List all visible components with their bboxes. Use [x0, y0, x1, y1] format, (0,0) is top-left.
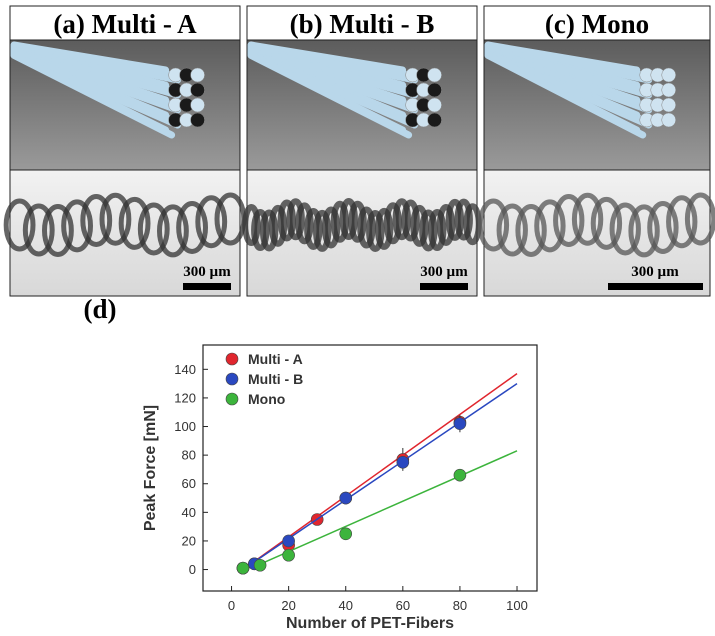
fiber-end: [191, 113, 205, 127]
x-tick-label: 20: [281, 598, 295, 613]
scale-label: 300 µm: [183, 264, 231, 280]
fiber-end: [662, 68, 676, 82]
data-point: [283, 549, 295, 561]
data-point: [237, 562, 249, 574]
legend-label: Multi - B: [248, 371, 303, 387]
y-tick-label: 140: [174, 362, 196, 377]
data-point: [254, 559, 266, 571]
x-tick-label: 80: [453, 598, 467, 613]
fiber-end: [662, 98, 676, 112]
data-point: [454, 418, 466, 430]
y-tick-label: 120: [174, 390, 196, 405]
y-tick-label: 20: [182, 533, 196, 548]
panel-title: (a) Multi - A: [53, 9, 197, 39]
legend-label: Multi - A: [248, 351, 303, 367]
fiber-end: [428, 83, 442, 97]
scale-label: 300 µm: [631, 264, 679, 280]
y-tick-label: 80: [182, 448, 196, 463]
figure: (a) Multi - A 300 µm (b) Multi - B 300 µm (c…: [0, 0, 715, 636]
y-tick-label: 0: [189, 562, 196, 577]
legend-label: Mono: [248, 391, 285, 407]
x-tick-label: 0: [228, 598, 235, 613]
scale-bar: [183, 283, 231, 290]
x-tick-label: 100: [506, 598, 528, 613]
x-tick-label: 60: [396, 598, 410, 613]
data-point: [454, 469, 466, 481]
fiber-end: [662, 83, 676, 97]
x-tick-label: 40: [339, 598, 353, 613]
data-point: [340, 528, 352, 540]
panels: (a) Multi - A 300 µm (b) Multi - B 300 µm (c…: [6, 6, 714, 296]
data-point: [397, 456, 409, 468]
legend-marker: [226, 373, 238, 385]
data-point: [283, 535, 295, 547]
fiber-end: [428, 113, 442, 127]
y-axis-label: Peak Force [mN]: [142, 405, 159, 531]
panel-title: (b) Multi - B: [290, 9, 435, 39]
fiber-end: [662, 113, 676, 127]
panel-label: (d): [84, 294, 117, 324]
scale-bar: [420, 283, 468, 290]
x-axis-label: Number of PET-Fibers: [286, 615, 454, 632]
y-tick-label: 40: [182, 505, 196, 520]
chart: (d) 0 20 40 60 80 100 0 20 40 60 80 100 120 140 Number …: [84, 294, 538, 632]
fiber-end: [191, 98, 205, 112]
legend-marker: [226, 393, 238, 405]
data-point: [340, 492, 352, 504]
fiber-end: [191, 68, 205, 82]
legend-marker: [226, 353, 238, 365]
fiber-end: [191, 83, 205, 97]
y-tick-label: 100: [174, 419, 196, 434]
panel-title: (c) Mono: [545, 9, 649, 39]
scale-label: 300 µm: [420, 264, 468, 280]
fiber-end: [428, 68, 442, 82]
scale-bar: [608, 283, 703, 290]
fiber-end: [428, 98, 442, 112]
y-tick-label: 60: [182, 476, 196, 491]
